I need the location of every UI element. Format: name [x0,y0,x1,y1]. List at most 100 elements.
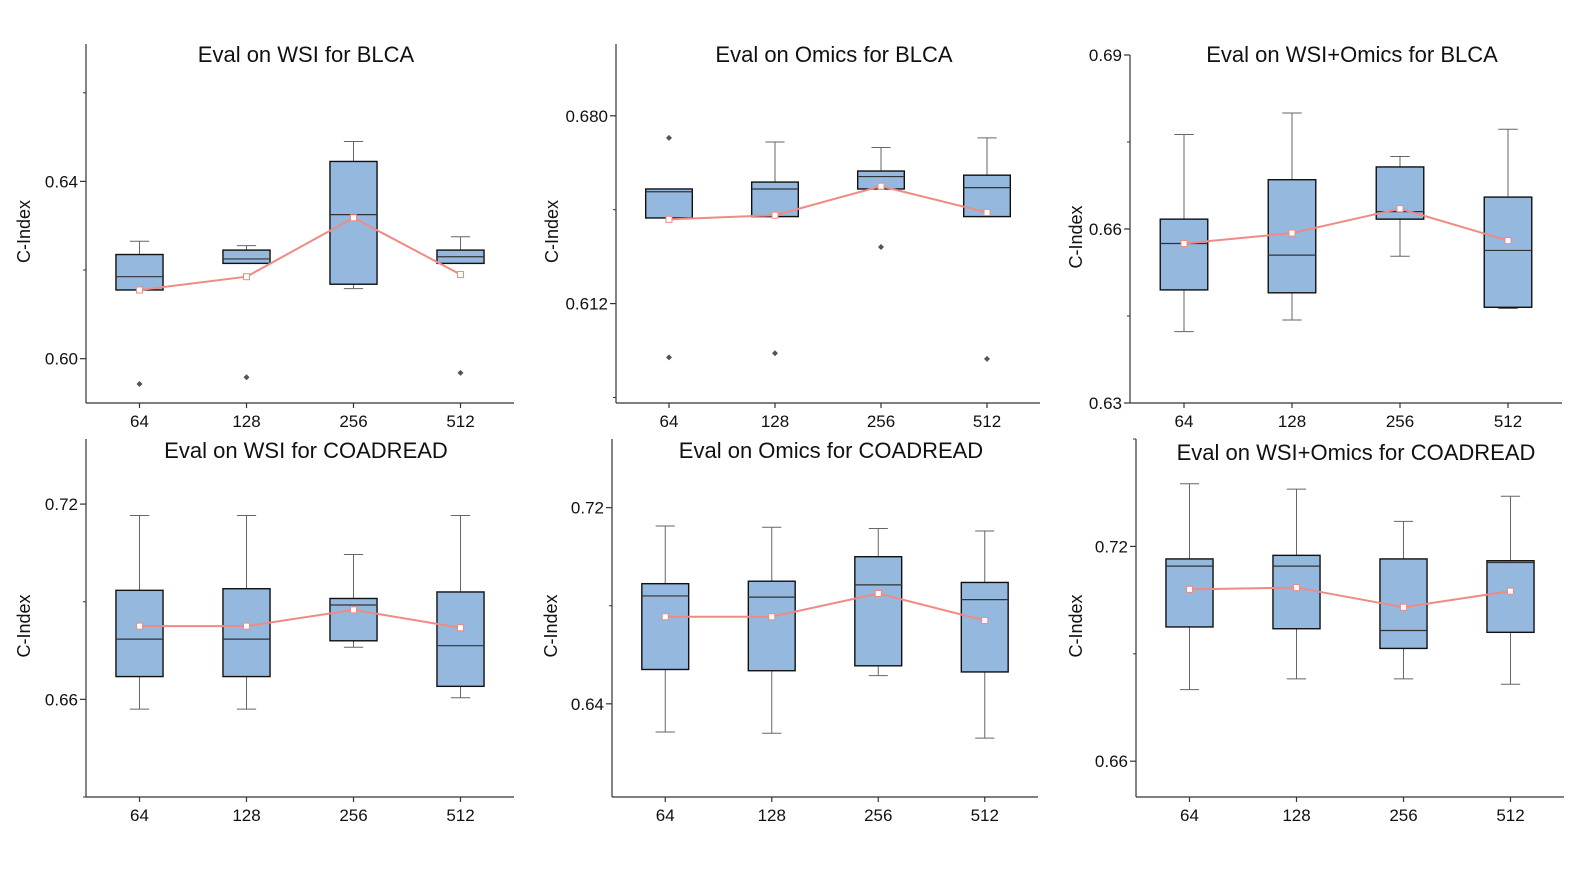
mean-marker [1507,587,1514,595]
x-tick-label: 128 [232,806,260,825]
box-512 [960,530,1009,739]
y-axis-label: C-Index [1066,205,1086,268]
outlier-point [984,355,990,362]
mean-marker [983,208,991,216]
mean-line [1189,586,1511,609]
box-iqr [641,582,690,671]
y-tick-label: 0.63 [1089,394,1122,413]
chart-title: Eval on WSI+Omics for BLCA [1206,42,1498,67]
mean-marker [136,622,143,630]
box-64 [115,514,164,710]
x-tick-label: 128 [1282,806,1310,825]
mean-marker [665,215,673,223]
mean-marker [661,613,669,621]
y-axis-label: C-Index [1066,594,1086,657]
chart-title: Eval on Omics for BLCA [715,42,953,67]
box-256 [329,141,378,290]
box-128 [222,245,271,381]
box-512 [436,236,485,376]
mean-marker [1396,205,1404,213]
box-64 [1159,133,1209,333]
outlier-point [666,354,672,361]
y-tick-label: 0.612 [565,295,608,314]
x-tick-label: 128 [1278,412,1306,431]
box-iqr [329,160,378,285]
chart-panel-2: 0.612 0.680 64 128 256 512 Eval on Omics for B… [542,42,1040,431]
mean-marker [243,622,250,630]
x-tick-label: 256 [1389,806,1417,825]
box-iqr [115,253,164,291]
box-512 [436,514,485,699]
y-tick-label: 0.66 [1095,752,1128,771]
outlier-point [136,380,143,387]
box-512 [1483,128,1533,309]
x-tick-label: 128 [232,412,260,431]
x-tick-label: 256 [1386,412,1414,431]
mean-marker [350,214,357,222]
chart-panel-5: 0.64 0.72 64 128 256 512 Eval on Omics for COA… [541,438,1038,825]
mean-marker [1293,584,1300,592]
mean-marker [771,211,779,219]
y-tick-label: 0.60 [45,350,78,369]
box-256 [854,528,903,677]
x-tick-label: 512 [1496,806,1524,825]
x-tick-label: 512 [1494,412,1522,431]
y-tick-label: 0.64 [571,695,604,714]
x-tick-label: 64 [130,412,149,431]
chart-panel-3: 0.63 0.66 0.69 64 128 256 512 Eval on WSI+Omics… [1066,42,1562,431]
x-tick-label: 256 [339,806,367,825]
mean-marker [1504,237,1512,245]
mean-marker [981,616,989,624]
box-iqr [960,581,1009,673]
box-512 [962,137,1012,362]
x-tick-label: 512 [973,412,1001,431]
box-iqr [222,588,271,678]
box-iqr [854,555,903,667]
outlier-point [457,369,464,376]
box-iqr [644,188,694,219]
box-64 [1165,483,1214,691]
outlier-point [772,350,778,357]
mean-marker [1288,229,1296,237]
mean-line [668,185,988,221]
y-tick-label: 0.72 [571,499,604,518]
box-64 [641,525,690,733]
box-128 [1267,112,1317,321]
mean-marker [768,613,776,621]
x-tick-label: 512 [446,412,474,431]
x-tick-label: 64 [1180,806,1199,825]
y-axis-label: C-Index [14,594,34,657]
y-tick-label: 0.72 [1095,537,1128,556]
y-axis-label: C-Index [542,200,562,263]
box-256 [856,147,906,250]
box-iqr [1165,558,1214,628]
x-tick-label: 256 [867,412,895,431]
box-512 [1486,495,1535,685]
x-tick-label: 512 [971,806,999,825]
mean-marker [350,606,357,614]
box-128 [750,141,800,357]
box-iqr [436,591,485,688]
y-tick-label: 0.66 [45,690,78,709]
mean-marker [1186,585,1193,593]
box-256 [1379,520,1428,680]
box-128 [747,526,796,734]
mean-marker [1180,240,1188,247]
y-tick-label: 0.66 [1089,220,1122,239]
y-axis-label: C-Index [541,594,561,657]
chart-title: Eval on WSI for COADREAD [164,438,448,463]
mean-line [1183,207,1509,245]
mean-marker [877,182,885,190]
chart-title: Eval on WSI for BLCA [198,42,415,67]
y-tick-label: 0.64 [45,172,78,191]
box-iqr [962,174,1012,218]
chart-title: Eval on Omics for COADREAD [679,438,983,463]
x-tick-label: 64 [1175,412,1194,431]
mean-marker [243,273,250,281]
box-128 [222,514,271,710]
x-tick-label: 64 [130,806,149,825]
x-tick-label: 256 [864,806,892,825]
box-iqr [747,580,796,672]
y-tick-label: 0.69 [1089,46,1122,65]
